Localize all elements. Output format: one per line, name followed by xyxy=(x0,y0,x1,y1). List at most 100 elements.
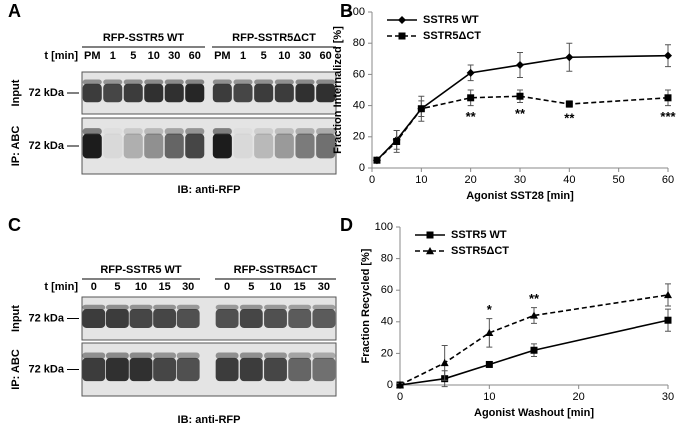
x-tick-label: 40 xyxy=(563,174,575,186)
blot-band xyxy=(153,309,177,328)
marker xyxy=(426,231,434,239)
blot-band xyxy=(316,128,336,135)
y-tick-label: 20 xyxy=(381,347,393,359)
blot-band xyxy=(295,79,315,85)
blot-band xyxy=(103,128,122,135)
panel-label: C xyxy=(8,215,21,235)
blot-band xyxy=(288,309,312,328)
blot-band xyxy=(316,83,336,103)
blot-band xyxy=(82,133,102,159)
lane-label: 15 xyxy=(294,281,306,293)
blot-band xyxy=(288,357,312,382)
row-label: IP: ABC xyxy=(10,349,22,390)
blot-band xyxy=(82,352,106,359)
blot-band xyxy=(215,304,239,310)
marker xyxy=(393,137,401,145)
panel-label: D xyxy=(340,215,353,235)
significance: *** xyxy=(660,109,676,124)
lane-label: 60 xyxy=(189,50,201,62)
blot-band xyxy=(176,357,200,382)
blot-band xyxy=(129,352,153,359)
x-tick-label: 10 xyxy=(415,174,427,186)
blot-band xyxy=(212,79,232,85)
marker xyxy=(466,68,475,77)
lane-label: 15 xyxy=(158,281,170,293)
blot-band xyxy=(233,133,253,159)
lane-label: 1 xyxy=(240,50,246,62)
x-tick-label: 50 xyxy=(613,174,625,186)
group-label: RFP-SSTR5ΔCT xyxy=(234,264,318,276)
lane-label: PM xyxy=(84,50,101,62)
blot-band xyxy=(82,304,106,310)
blot-band xyxy=(153,304,177,310)
y-tick-label: 20 xyxy=(353,131,365,143)
x-tick-label: 0 xyxy=(397,391,403,403)
blot-band xyxy=(233,79,253,85)
blot-band xyxy=(239,309,263,328)
lane-label: 5 xyxy=(130,50,136,62)
footer: IB: anti-RFP xyxy=(178,184,241,196)
blot-band xyxy=(123,128,143,135)
marker xyxy=(664,290,672,299)
blot-band xyxy=(82,128,102,135)
blot-band xyxy=(153,352,177,359)
blot-band xyxy=(295,83,315,103)
size-marker: 72 kDa xyxy=(29,312,65,324)
x-tick-label: 60 xyxy=(662,174,674,186)
blot-band xyxy=(82,357,106,382)
blot-band xyxy=(123,83,143,103)
series-line xyxy=(399,294,669,386)
blot-band xyxy=(212,83,232,103)
blot-band xyxy=(164,79,184,85)
blot-band xyxy=(176,304,200,310)
blot-band xyxy=(153,357,177,382)
marker xyxy=(467,94,475,102)
y-tick-label: 60 xyxy=(381,284,393,296)
marker xyxy=(396,381,404,389)
x-tick-label: 20 xyxy=(573,391,585,403)
blot-band xyxy=(274,133,294,159)
blot-band xyxy=(144,83,164,103)
y-tick-label: 0 xyxy=(359,162,365,174)
y-tick-label: 60 xyxy=(353,68,365,80)
marker xyxy=(485,328,494,337)
blot-band xyxy=(312,304,336,310)
blot-band xyxy=(105,309,129,328)
blot-band xyxy=(215,352,239,359)
lane-label: 60 xyxy=(320,50,332,62)
blot-band xyxy=(254,133,274,159)
blot-band xyxy=(212,128,232,135)
y-tick-label: 100 xyxy=(347,6,365,18)
lane-label: 10 xyxy=(269,281,281,293)
group-label: RFP-SSTR5 WT xyxy=(103,32,185,44)
lane-label: 30 xyxy=(168,50,180,62)
blot-band xyxy=(144,79,164,85)
lane-label: 0 xyxy=(224,281,230,293)
y-tick-label: 80 xyxy=(353,37,365,49)
marker xyxy=(373,156,381,164)
blot-band xyxy=(239,357,263,382)
blot-band xyxy=(164,83,184,103)
y-axis-title: Fraction Recycled [%] xyxy=(360,248,372,363)
blot-band xyxy=(164,128,184,135)
blot-band xyxy=(176,352,200,359)
group-label: RFP-SSTR5ΔCT xyxy=(232,32,316,44)
size-marker: 72 kDa xyxy=(29,87,65,99)
marker xyxy=(440,358,449,367)
blot-band xyxy=(185,83,205,103)
blot-band xyxy=(123,79,143,85)
marker xyxy=(565,100,573,108)
lane-label: 10 xyxy=(148,50,160,62)
legend-label: SSTR5ΔCT xyxy=(423,30,481,42)
x-tick-label: 30 xyxy=(514,174,526,186)
blot-band xyxy=(316,79,336,85)
blot-band xyxy=(164,133,184,159)
marker xyxy=(530,346,538,354)
blot-band xyxy=(312,309,336,328)
significance: ** xyxy=(564,111,575,126)
blot-band xyxy=(123,133,143,159)
significance: * xyxy=(487,302,493,317)
blot-band xyxy=(105,357,129,382)
row-label: Input xyxy=(10,79,22,106)
